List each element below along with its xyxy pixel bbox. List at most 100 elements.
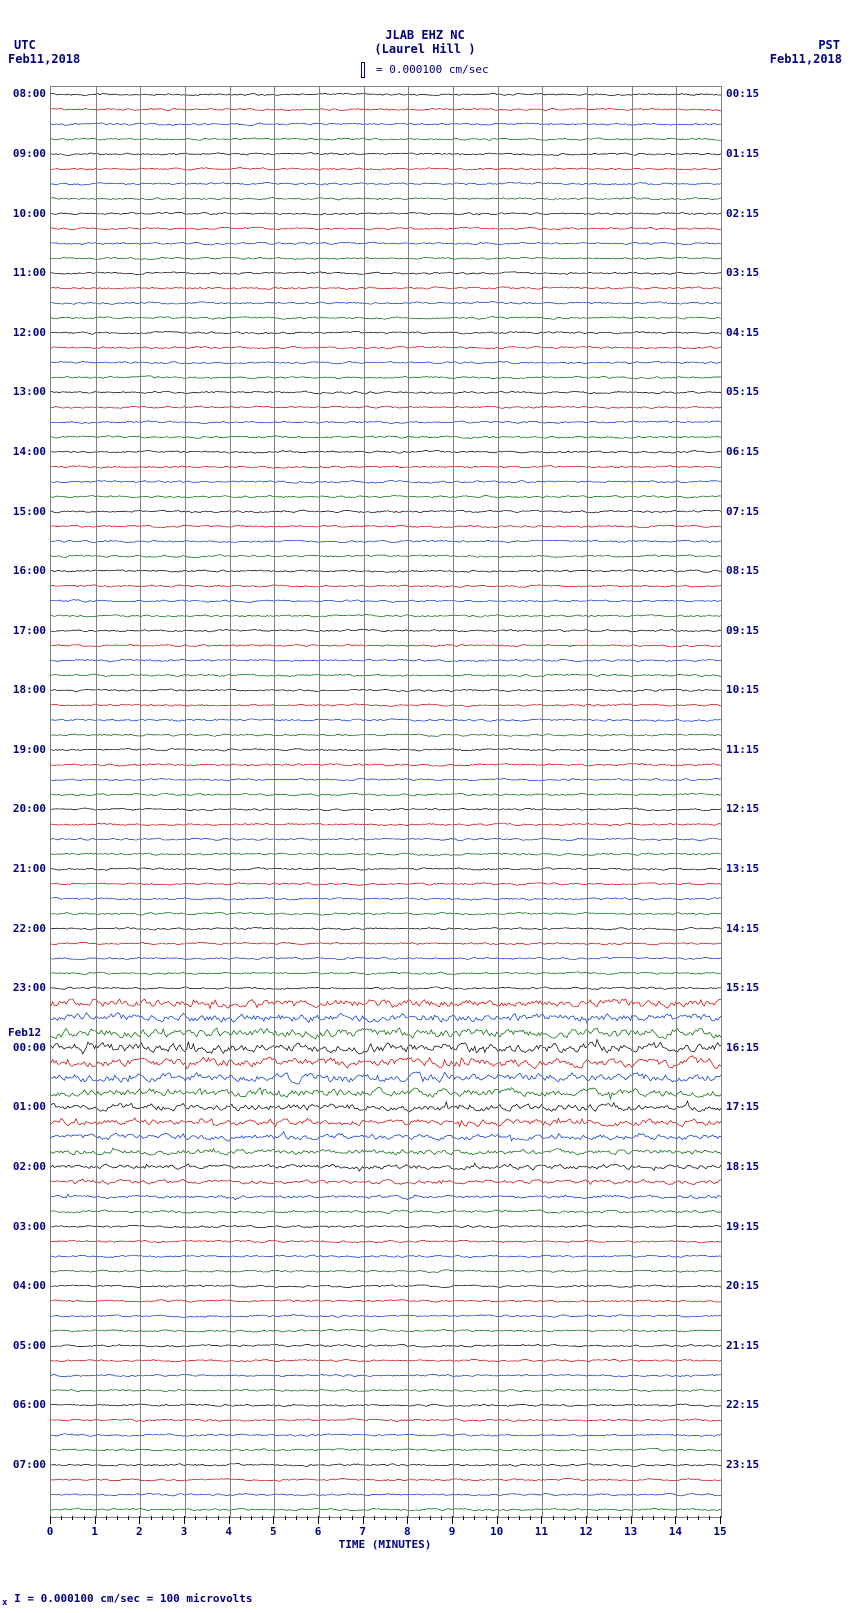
seismic-trace [51,93,721,95]
x-tick-minor [474,1516,475,1520]
seismic-trace [51,1463,721,1466]
seismic-trace [51,1101,721,1112]
utc-time-label: 23:00 [6,981,46,994]
seismic-trace [51,659,721,662]
plot-area [50,86,722,1518]
utc-time-label: 07:00 [6,1458,46,1471]
seismic-trace [51,1508,721,1511]
x-tick-major [407,1516,408,1524]
utc-time-label: 09:00 [6,147,46,160]
x-tick-minor [285,1516,286,1520]
station-code: JLAB EHZ NC [0,28,850,42]
gridline-v [185,87,186,1517]
seismic-trace [51,1389,721,1391]
utc-time-label: 12:00 [6,326,46,339]
utc-time-label: 15:00 [6,505,46,518]
x-tick-major [95,1516,96,1524]
utc-time-label: 04:00 [6,1279,46,1292]
utc-date: Feb11,2018 [8,52,80,66]
seismic-trace [51,912,721,915]
seismic-trace [51,868,721,871]
x-tick-minor [564,1516,565,1520]
seismic-trace [51,734,721,737]
seismic-trace [51,1315,721,1318]
seismic-trace [51,897,721,900]
x-tick-minor [553,1516,554,1520]
gridline-v [274,87,275,1517]
utc-time-label: 11:00 [6,266,46,279]
pst-time-label: 08:15 [726,564,759,577]
seismic-trace [51,525,721,528]
utc-tz-label: UTC [14,38,36,52]
seismic-trace [51,585,721,588]
x-tick-minor [72,1516,73,1520]
gridline-v [632,87,633,1517]
x-tick-minor [106,1516,107,1520]
x-tick-major [50,1516,51,1524]
seismic-trace [51,1225,721,1227]
seismic-trace [51,465,721,468]
x-tick-major [139,1516,140,1524]
seismic-trace [51,361,721,364]
x-tick-label: 14 [669,1525,682,1538]
seismic-trace [51,1344,721,1347]
utc-time-label: 17:00 [6,624,46,637]
seismic-trace [51,168,721,171]
x-tick-label: 13 [624,1525,637,1538]
x-tick-label: 1 [91,1525,98,1538]
seismic-trace [51,153,721,156]
seismic-trace [51,942,721,944]
x-axis-title: TIME (MINUTES) [50,1538,720,1551]
x-tick-minor [664,1516,665,1520]
x-axis: TIME (MINUTES) 0123456789101112131415 [50,1516,720,1546]
gridline-v [364,87,365,1517]
utc-time-label: 10:00 [6,207,46,220]
seismic-trace [51,480,721,483]
utc-time-label: 21:00 [6,862,46,875]
seismic-trace [51,138,721,141]
x-tick-minor [61,1516,62,1520]
x-tick-minor [128,1516,129,1520]
seismic-trace [51,1270,721,1273]
seismic-trace [51,227,721,230]
seismic-trace [51,1179,721,1185]
seismic-trace [51,1240,721,1243]
seismic-trace [51,257,721,259]
seismic-trace [51,242,721,245]
seismic-trace [51,436,721,439]
x-tick-minor [262,1516,263,1520]
pst-time-label: 13:15 [726,862,759,875]
x-tick-minor [352,1516,353,1520]
utc-time-label: 18:00 [6,683,46,696]
x-tick-minor [709,1516,710,1520]
utc-time-label: 08:00 [6,87,46,100]
x-tick-minor [84,1516,85,1520]
gridline-v [230,87,231,1517]
seismic-trace [51,853,721,856]
seismic-trace [51,629,721,631]
x-tick-major [318,1516,319,1524]
x-tick-minor [463,1516,464,1520]
utc-time-label: 03:00 [6,1220,46,1233]
x-tick-major [720,1516,721,1524]
seismic-trace [51,182,721,185]
seismic-trace [51,972,721,975]
seismic-trace [51,495,721,498]
x-tick-major [273,1516,274,1524]
x-tick-minor [419,1516,420,1520]
x-tick-minor [296,1516,297,1520]
seismic-trace [51,316,721,319]
x-tick-minor [430,1516,431,1520]
seismic-trace [51,1039,721,1054]
seismic-trace [51,197,721,200]
seismic-trace [51,883,721,886]
seismic-trace [51,987,721,990]
x-tick-minor [307,1516,308,1520]
x-tick-minor [653,1516,654,1520]
x-tick-major [363,1516,364,1524]
seismic-trace [51,674,721,677]
x-tick-major [586,1516,587,1524]
x-tick-label: 7 [359,1525,366,1538]
seismic-trace [51,376,721,379]
seismic-trace [51,1087,721,1099]
